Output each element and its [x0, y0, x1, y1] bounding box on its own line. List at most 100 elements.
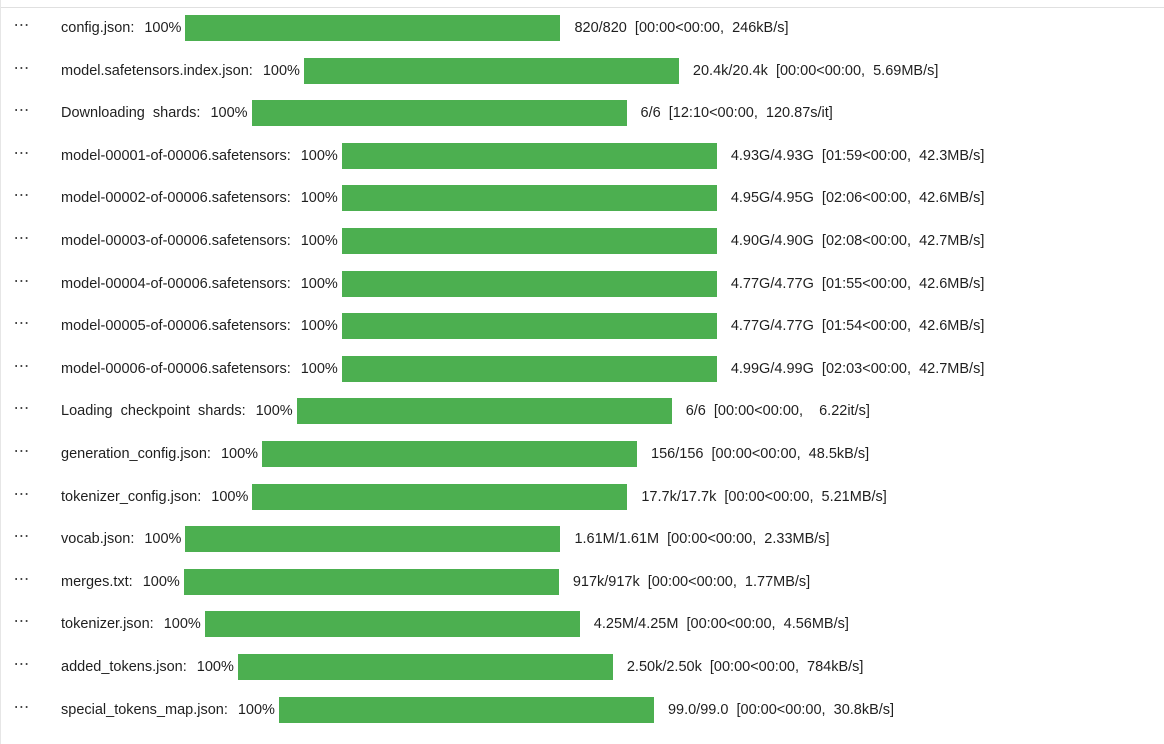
progress-line: Downloading shards: 100% 6/6 [12:10<00:00,… [61, 100, 833, 127]
progress-description: Downloading shards: [61, 105, 201, 122]
progress-line: model-00002-of-00006.safetensors: 100% 4.9… [61, 185, 985, 212]
progress-bar-fill [341, 185, 717, 212]
progress-percent: 100% [237, 701, 275, 718]
progress-line: generation_config.json: 100% 156/156 [00:0… [61, 440, 870, 467]
progress-percent: 100% [211, 488, 249, 505]
progress-row: ⋯ special_tokens_map.json: 100% 99.0/99.0 [… [0, 690, 1164, 733]
progress-stats: 4.93G/4.93G [01:59<00:00, 42.3MB/s] [730, 147, 985, 164]
progress-row: ⋯ model-00004-of-00006.safetensors: 100% 4.… [0, 264, 1164, 307]
progress-stats: 4.77G/4.77G [01:54<00:00, 42.6MB/s] [730, 318, 985, 335]
ellipsis-icon[interactable]: ⋯ [13, 355, 31, 375]
progress-row: ⋯ model-00005-of-00006.safetensors: 100% 4.… [0, 306, 1164, 349]
progress-stats: 156/156 [00:00<00:00, 48.5kB/s] [651, 445, 870, 462]
progress-percent: 100% [300, 275, 338, 292]
progress-stats: 1.61M/1.61M [00:00<00:00, 2.33MB/s] [574, 531, 830, 548]
progress-row: ⋯ generation_config.json: 100% 156/156 [00:… [0, 434, 1164, 477]
progress-bar-fill [341, 313, 717, 340]
progress-bar-fill [296, 398, 672, 425]
progress-stats: 4.95G/4.95G [02:06<00:00, 42.6MB/s] [730, 190, 985, 207]
ellipsis-icon[interactable]: ⋯ [13, 398, 31, 418]
progress-percent: 100% [196, 658, 234, 675]
progress-stats: 4.99G/4.99G [02:03<00:00, 42.7MB/s] [730, 360, 985, 377]
ellipsis-icon[interactable]: ⋯ [13, 100, 31, 120]
progress-bar-fill [183, 568, 559, 595]
progress-bar [185, 15, 561, 41]
progress-description: special_tokens_map.json: [61, 701, 228, 718]
progress-bar [262, 440, 638, 467]
progress-description: model-00004-of-00006.safetensors: [61, 275, 291, 292]
progress-row: ⋯ Loading checkpoint shards: 100% 6/6 [00:0… [0, 391, 1164, 434]
progress-bar-fill [341, 270, 717, 297]
progress-line: model-00004-of-00006.safetensors: 100% 4.7… [61, 270, 984, 297]
progress-description: tokenizer.json: [61, 616, 154, 633]
progress-percent: 100% [144, 20, 182, 36]
ellipsis-icon[interactable]: ⋯ [13, 270, 31, 290]
ellipsis-icon[interactable]: ⋯ [13, 653, 31, 673]
progress-bar [252, 483, 628, 510]
progress-line: model-00001-of-00006.safetensors: 100% 4.9… [61, 142, 985, 169]
progress-bar-fill [341, 142, 717, 169]
progress-description: config.json: [61, 20, 135, 36]
ellipsis-icon[interactable]: ⋯ [13, 440, 31, 460]
ellipsis-icon[interactable]: ⋯ [13, 15, 31, 34]
progress-stats: 820/820 [00:00<00:00, 246kB/s] [574, 20, 789, 36]
progress-description: model-00003-of-00006.safetensors: [61, 232, 291, 249]
progress-bar-fill [341, 227, 717, 254]
progress-bar [341, 227, 717, 254]
progress-line: Loading checkpoint shards: 100% 6/6 [00:00… [61, 398, 870, 425]
ellipsis-icon[interactable]: ⋯ [13, 568, 31, 588]
progress-percent: 100% [262, 62, 300, 79]
ellipsis-icon[interactable]: ⋯ [13, 483, 31, 503]
progress-percent: 100% [300, 360, 338, 377]
progress-description: Loading checkpoint shards: [61, 403, 246, 420]
ellipsis-icon[interactable]: ⋯ [13, 57, 31, 77]
progress-percent: 100% [210, 105, 248, 122]
progress-percent: 100% [300, 147, 338, 164]
progress-description: model-00005-of-00006.safetensors: [61, 318, 291, 335]
progress-bar [341, 313, 717, 340]
progress-bar [341, 270, 717, 297]
progress-bar [296, 398, 672, 425]
progress-line: model-00003-of-00006.safetensors: 100% 4.9… [61, 227, 985, 254]
progress-line: model-00005-of-00006.safetensors: 100% 4.7… [61, 313, 985, 340]
progress-description: tokenizer_config.json: [61, 488, 202, 505]
progress-line: tokenizer.json: 100% 4.25M/4.25M [00:00<00… [61, 611, 849, 638]
progress-line: config.json: 100% 820/820 [00:00<00:00, 24… [61, 15, 789, 41]
progress-line: merges.txt: 100% 917k/917k [00:00<00:00, 1… [61, 568, 810, 595]
progress-bar [278, 696, 654, 723]
progress-row: ⋯ added_tokens.json: 100% 2.50k/2.50k [00:0… [0, 647, 1164, 690]
ellipsis-icon[interactable]: ⋯ [13, 313, 31, 333]
progress-bar [341, 185, 717, 212]
progress-line: tokenizer_config.json: 100% 17.7k/17.7k [0… [61, 483, 887, 510]
progress-row: ⋯ config.json: 100% 820/820 [00:00<00:00, 2… [0, 8, 1164, 51]
ellipsis-icon[interactable]: ⋯ [13, 611, 31, 631]
progress-bar-fill [262, 440, 638, 467]
ellipsis-icon[interactable]: ⋯ [13, 185, 31, 205]
progress-bar [251, 100, 627, 127]
progress-row: ⋯ merges.txt: 100% 917k/917k [00:00<00:00, … [0, 562, 1164, 605]
progress-stats: 6/6 [12:10<00:00, 120.87s/it] [640, 105, 833, 122]
ellipsis-icon[interactable]: ⋯ [13, 526, 31, 546]
progress-stats: 4.90G/4.90G [02:08<00:00, 42.7MB/s] [730, 232, 985, 249]
progress-bar-fill [252, 483, 628, 510]
progress-description: merges.txt: [61, 573, 133, 590]
cell-top-border [0, 0, 1164, 8]
progress-bar [185, 526, 561, 553]
ellipsis-icon[interactable]: ⋯ [13, 227, 31, 247]
progress-percent: 100% [220, 445, 259, 462]
progress-bar [183, 568, 559, 595]
progress-stats: 4.25M/4.25M [00:00<00:00, 4.56MB/s] [593, 616, 849, 633]
progress-description: vocab.json: [61, 531, 135, 548]
progress-row: ⋯ tokenizer.json: 100% 4.25M/4.25M [00:00<0… [0, 604, 1164, 647]
progress-description: added_tokens.json: [61, 658, 187, 675]
progress-row: ⋯ Downloading shards: 100% 6/6 [12:10<00:00… [0, 93, 1164, 136]
cell-left-border [0, 0, 1, 744]
progress-bar-fill [185, 15, 561, 41]
ellipsis-icon[interactable]: ⋯ [13, 696, 31, 716]
progress-row: ⋯ model-00006-of-00006.safetensors: 100% 4.… [0, 349, 1164, 392]
progress-bar [204, 611, 580, 638]
ellipsis-icon[interactable]: ⋯ [13, 142, 31, 162]
progress-bar [341, 142, 717, 169]
progress-percent: 100% [300, 232, 338, 249]
progress-description: model-00002-of-00006.safetensors: [61, 190, 291, 207]
